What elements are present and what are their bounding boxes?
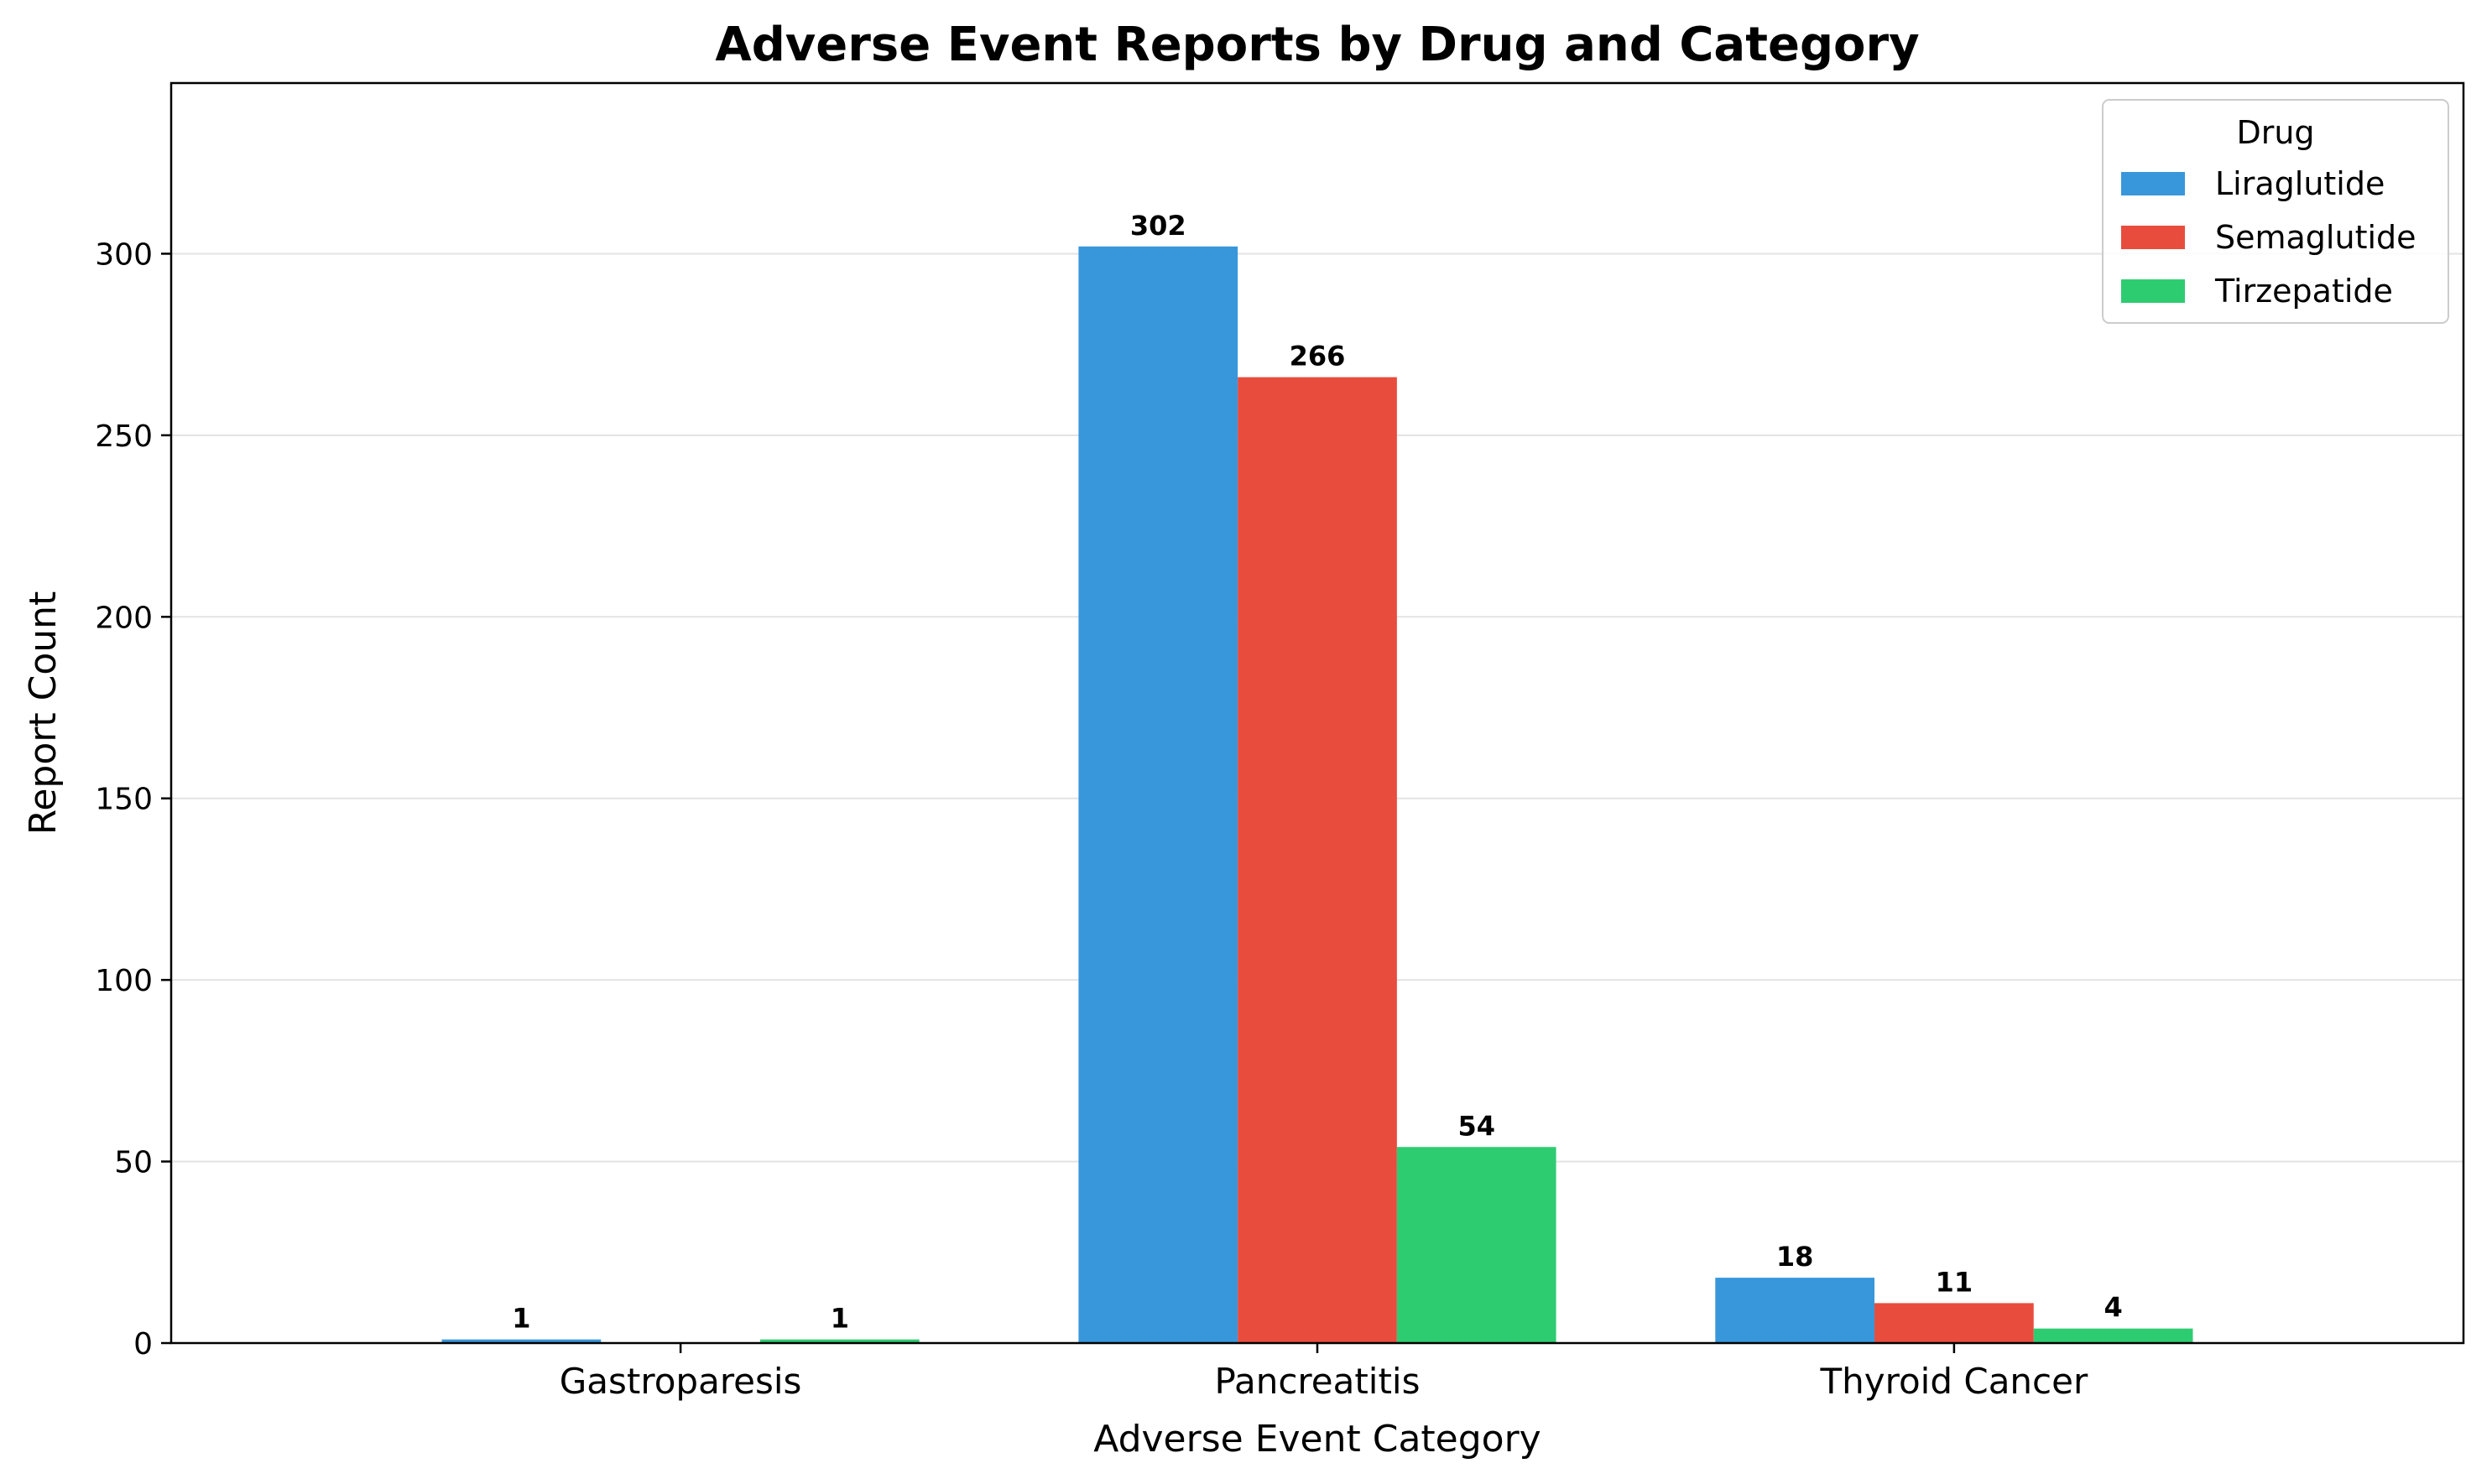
- legend-swatch-tirzepatide: [2121, 279, 2185, 303]
- data-label: 11: [1936, 1266, 1973, 1298]
- bar-semaglutide-pancreatitis: [1238, 377, 1397, 1343]
- legend-entry-liraglutide: Liraglutide: [2215, 165, 2385, 202]
- chart-title: Adverse Event Reports by Drug and Catego…: [715, 18, 1919, 72]
- data-label: 4: [2104, 1292, 2122, 1324]
- bars: [441, 246, 2193, 1343]
- data-label: 1: [512, 1303, 530, 1335]
- bar-tirzepatide-pancreatitis: [1396, 1147, 1556, 1343]
- data-label: 302: [1130, 210, 1186, 242]
- legend: Drug Liraglutide Semaglutide Tirzepatide: [2102, 99, 2449, 324]
- y-tick-label: 0: [133, 1327, 153, 1362]
- legend-box: [2102, 99, 2449, 324]
- legend-swatch-semaglutide: [2121, 226, 2185, 249]
- bar-liraglutide-pancreatitis: [1078, 246, 1238, 1343]
- bar-tirzepatide-thyroid-cancer: [2033, 1328, 2193, 1343]
- x-axis-label: Adverse Event Category: [1093, 1418, 1541, 1461]
- data-label: 54: [1457, 1110, 1495, 1142]
- x-tick-label: Gastroparesis: [560, 1361, 802, 1402]
- legend-entry-semaglutide: Semaglutide: [2215, 219, 2416, 256]
- y-tick-label: 250: [95, 419, 153, 454]
- bar-semaglutide-thyroid-cancer: [1874, 1303, 2034, 1343]
- y-tick-label: 50: [114, 1146, 153, 1180]
- legend-entry-tirzepatide: Tirzepatide: [2214, 273, 2393, 310]
- data-label: 18: [1776, 1241, 1814, 1273]
- y-tick-label: 100: [95, 964, 153, 998]
- data-label: 1: [831, 1303, 849, 1335]
- x-tick-label: Pancreatitis: [1215, 1361, 1421, 1402]
- x-tick-label: Thyroid Cancer: [1820, 1361, 2088, 1402]
- legend-title: Drug: [2236, 114, 2314, 151]
- bar-tirzepatide-gastroparesis: [759, 1339, 920, 1343]
- bar-liraglutide-thyroid-cancer: [1715, 1278, 1875, 1343]
- bar-liraglutide-gastroparesis: [441, 1339, 602, 1343]
- x-axis: Gastroparesis Pancreatitis Thyroid Cancer: [560, 1343, 2088, 1402]
- y-tick-label: 200: [95, 601, 153, 635]
- data-label: 266: [1290, 341, 1346, 372]
- y-axis: 0 50 100 150 200 250 300: [95, 237, 171, 1362]
- y-tick-label: 150: [95, 783, 153, 817]
- y-axis-label: Report Count: [22, 591, 65, 836]
- y-tick-label: 300: [95, 237, 153, 272]
- legend-swatch-liraglutide: [2121, 172, 2185, 195]
